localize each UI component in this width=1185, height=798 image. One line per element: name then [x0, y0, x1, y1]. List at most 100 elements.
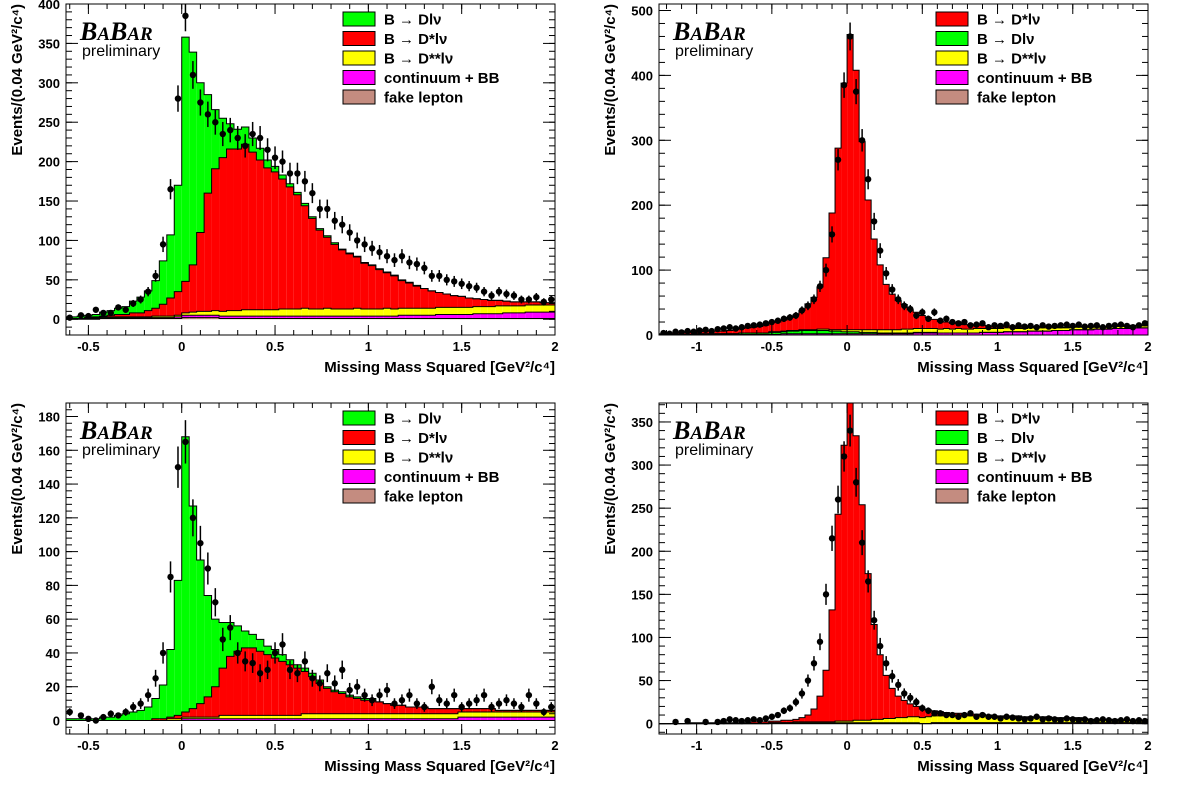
data-point: [451, 688, 458, 702]
y-tick-label: 500: [631, 3, 653, 18]
x-tick-label: -0.5: [77, 339, 99, 354]
y-tick-label: 200: [631, 198, 653, 213]
data-point: [672, 718, 679, 726]
plot-area: [659, 22, 1148, 335]
bin-dstar: [159, 718, 167, 721]
bin-dlnu: [159, 260, 167, 305]
bin-dstarstar: [472, 712, 481, 718]
data-point: [137, 698, 144, 709]
bin-continuum: [278, 718, 287, 721]
outline-fake: [66, 317, 555, 320]
data-point: [241, 134, 249, 158]
data-point: [1135, 717, 1143, 724]
bin-dstar: [798, 310, 805, 330]
data-point: [85, 715, 92, 723]
bin-dlnu: [166, 649, 175, 718]
data-point: [1021, 323, 1028, 330]
bin-dstarstar: [472, 306, 481, 314]
bin-dlnu: [211, 109, 220, 169]
bin-dlnu: [271, 166, 279, 172]
histogram-chart-2: -1 -0.5 0 0.5 1 1.5 2 0 100 200 300 400 500 Missing M…: [602, 3, 1152, 376]
bin-dstarstar: [883, 718, 890, 723]
y-tick-label: 160: [38, 443, 60, 458]
bin-continuum: [211, 718, 220, 721]
data-point: [858, 530, 866, 556]
data-point: [768, 318, 776, 326]
y-tick-label: 50: [46, 273, 60, 288]
bin-continuum: [338, 316, 346, 319]
bin-dlnu: [853, 331, 860, 334]
data-point: [339, 216, 346, 234]
bin-dstar: [435, 708, 444, 714]
bin-dstar: [816, 696, 823, 722]
legend-label: continuum + BB: [384, 469, 500, 486]
bin-continuum: [204, 315, 212, 318]
bin-dstarstar: [937, 715, 944, 723]
data-point: [279, 150, 286, 173]
bin-dstarstar: [196, 311, 205, 316]
bin-dstar: [368, 265, 376, 309]
bin-dstar: [810, 297, 817, 330]
bin-dlnu: [144, 706, 152, 721]
legend-label: fake lepton: [977, 489, 1056, 506]
legend-label: continuum + BB: [977, 469, 1093, 486]
bin-dstar: [780, 320, 787, 332]
bin-dlnu: [151, 698, 160, 719]
data-point: [361, 688, 368, 702]
outline-dstarstar: [659, 325, 1148, 335]
data-point: [738, 324, 745, 331]
bin-dstar: [871, 624, 878, 720]
x-axis: -1 -0.5 0 0.5 1 1.5 2: [666, 403, 1152, 753]
bin-continuum: [786, 333, 793, 335]
x-tick-label: 1: [994, 738, 1001, 753]
data-point: [174, 446, 182, 488]
bin-dstarstar: [219, 311, 227, 317]
bin-continuum: [293, 718, 302, 721]
data-point: [732, 325, 739, 332]
bin-dstarstar: [226, 715, 234, 719]
bin-dstar: [847, 403, 854, 722]
data-point: [159, 642, 167, 664]
bin-dlnu: [166, 234, 175, 298]
data-point: [913, 697, 920, 707]
bin-continuum: [331, 718, 339, 721]
data-point: [129, 702, 137, 712]
data-point: [413, 257, 421, 271]
data-point: [159, 236, 167, 253]
bin-dstar: [233, 651, 242, 716]
bin-dstarstar: [865, 720, 872, 723]
bin-dstar: [323, 237, 332, 309]
bin-continuum: [871, 333, 878, 335]
data-point: [301, 651, 309, 672]
data-point: [720, 717, 727, 725]
bin-dstarstar: [196, 717, 205, 719]
bin-dlnu: [744, 333, 751, 335]
bin-dlnu: [66, 718, 78, 721]
bin-dstar: [189, 708, 197, 718]
bin-dstar: [835, 514, 842, 722]
data-point: [1003, 321, 1010, 328]
bin-dstarstar: [495, 712, 503, 718]
data-point: [353, 679, 361, 695]
bin-dlnu: [301, 203, 309, 206]
bin-dstar: [907, 309, 914, 330]
legend-label: B → Dlν: [977, 430, 1035, 447]
bin-dstarstar: [375, 713, 384, 719]
data-point: [1015, 715, 1022, 722]
x-tick-label: -1: [691, 339, 703, 354]
bin-dstarstar: [931, 715, 938, 723]
bin-dstarstar: [532, 305, 541, 313]
data-point: [368, 694, 376, 707]
panel-top-right: -1 -0.5 0 0.5 1 1.5 2 0 100 200 300 400 500 Missing M…: [593, 0, 1185, 399]
bin-dstarstar: [991, 328, 998, 333]
bin-dstarstar: [443, 713, 451, 719]
bin-dstar: [901, 304, 908, 330]
bin-dstar: [181, 281, 190, 313]
legend-swatch: [342, 70, 376, 85]
bin-dstarstar: [835, 329, 842, 332]
bin-dstar: [865, 200, 872, 330]
bin-dstar: [301, 671, 309, 714]
bin-continuum: [405, 718, 414, 721]
legend-label: B → D**lν: [977, 450, 1046, 467]
data-point: [864, 570, 872, 593]
